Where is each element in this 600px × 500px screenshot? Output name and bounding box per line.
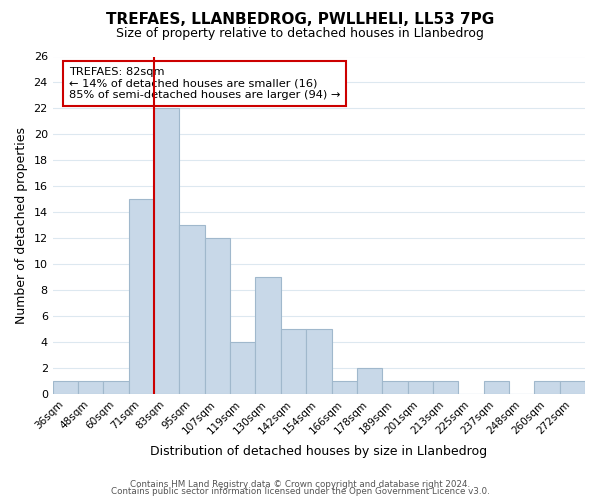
X-axis label: Distribution of detached houses by size in Llanbedrog: Distribution of detached houses by size … [150, 444, 487, 458]
Bar [78, 382, 103, 394]
Bar [306, 330, 332, 394]
Bar [281, 330, 306, 394]
Bar [433, 382, 458, 394]
Bar [53, 382, 78, 394]
Bar [332, 382, 357, 394]
Bar [205, 238, 230, 394]
Bar [484, 382, 509, 394]
Bar [103, 382, 129, 394]
Y-axis label: Number of detached properties: Number of detached properties [15, 127, 28, 324]
Bar [129, 200, 154, 394]
Bar [407, 382, 433, 394]
Text: Contains HM Land Registry data © Crown copyright and database right 2024.: Contains HM Land Registry data © Crown c… [130, 480, 470, 489]
Text: Contains public sector information licensed under the Open Government Licence v3: Contains public sector information licen… [110, 488, 490, 496]
Bar [357, 368, 382, 394]
Bar [560, 382, 585, 394]
Text: TREFAES, LLANBEDROG, PWLLHELI, LL53 7PG: TREFAES, LLANBEDROG, PWLLHELI, LL53 7PG [106, 12, 494, 28]
Bar [382, 382, 407, 394]
Bar [535, 382, 560, 394]
Text: TREFAES: 82sqm
← 14% of detached houses are smaller (16)
85% of semi-detached ho: TREFAES: 82sqm ← 14% of detached houses … [68, 66, 340, 100]
Bar [256, 278, 281, 394]
Bar [179, 226, 205, 394]
Bar [154, 108, 179, 395]
Text: Size of property relative to detached houses in Llanbedrog: Size of property relative to detached ho… [116, 28, 484, 40]
Bar [230, 342, 256, 394]
